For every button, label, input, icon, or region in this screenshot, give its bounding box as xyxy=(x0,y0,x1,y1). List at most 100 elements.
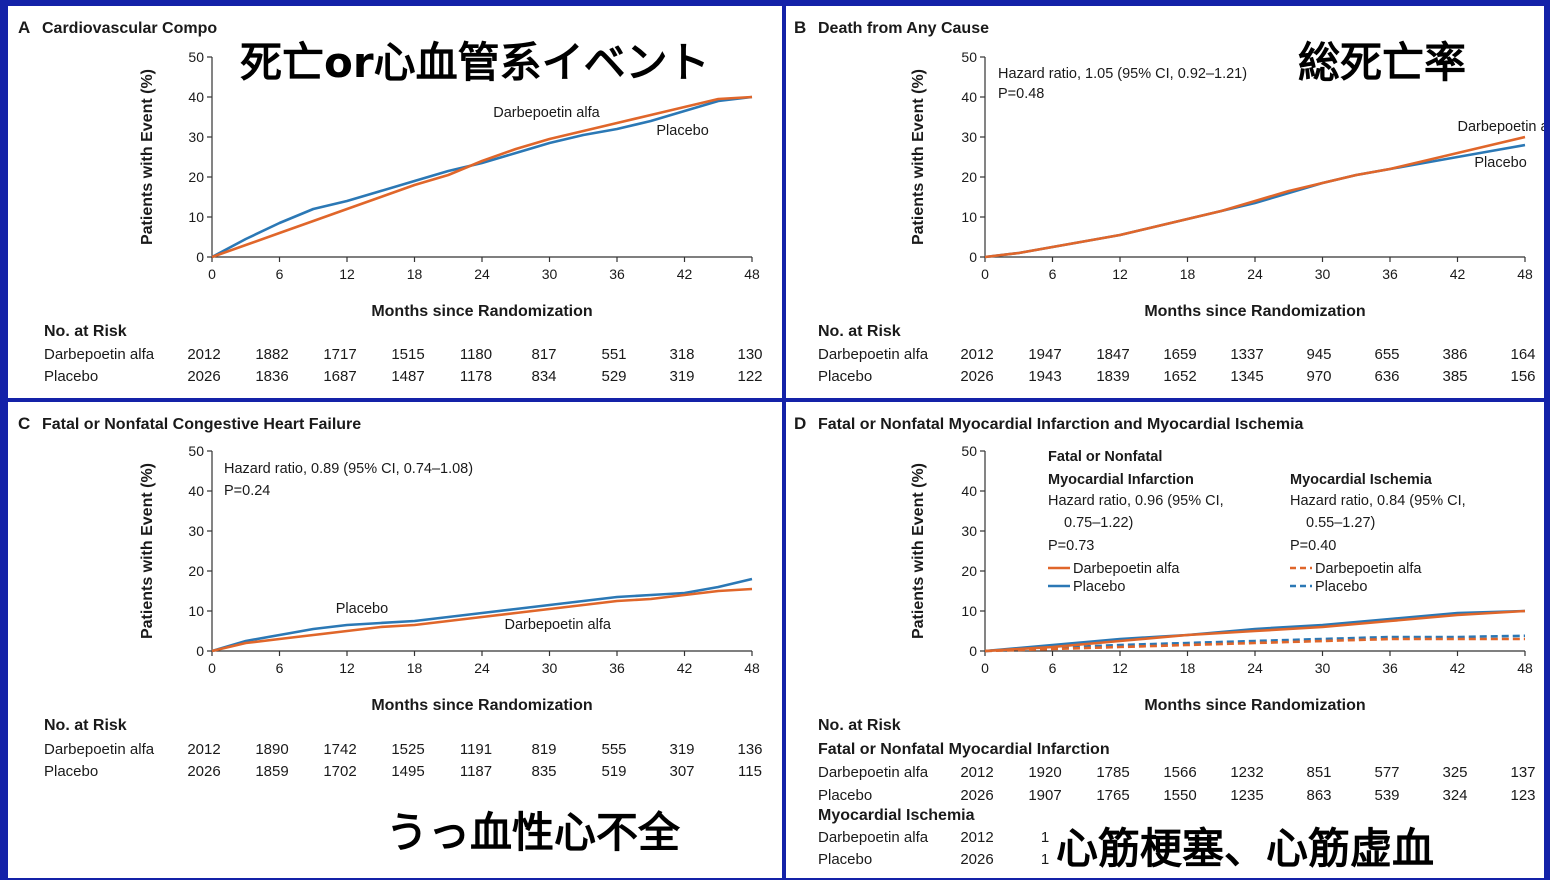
risk-value: 1907 xyxy=(1028,787,1061,804)
risk-value: 1882 xyxy=(255,346,288,363)
y-tick-label: 50 xyxy=(961,49,977,65)
panel-title: Fatal or Nonfatal Congestive Heart Failu… xyxy=(42,416,361,433)
risk-value: 307 xyxy=(669,763,694,780)
y-tick-label: 50 xyxy=(961,443,977,459)
risk-value: 156 xyxy=(1510,368,1535,385)
risk-subheader: Myocardial Ischemia xyxy=(818,807,975,824)
hazard-ratio-text: Hazard ratio, 0.96 (95% CI, xyxy=(1048,493,1224,509)
risk-value: 130 xyxy=(737,346,762,363)
risk-value: 136 xyxy=(737,741,762,758)
y-tick-label: 40 xyxy=(961,483,977,499)
legend-key-label: Darbepoetin alfa xyxy=(1073,561,1180,577)
x-tick-label: 12 xyxy=(1112,266,1128,282)
risk-group-label: Darbepoetin alfa xyxy=(44,741,155,758)
x-tick-label: 24 xyxy=(474,660,490,676)
risk-value: 819 xyxy=(531,741,556,758)
risk-value: 1859 xyxy=(255,763,288,780)
panel-letter: D xyxy=(794,414,806,433)
y-tick-label: 10 xyxy=(188,603,204,619)
y-tick-label: 0 xyxy=(969,643,977,659)
risk-value: 835 xyxy=(531,763,556,780)
risk-value: 655 xyxy=(1374,346,1399,363)
risk-value: 1235 xyxy=(1230,787,1263,804)
risk-value: 529 xyxy=(601,368,626,385)
plot-area: 0 10 20 30 40 50 0 6 12 18 24 30 36 42 48 Months since … xyxy=(139,49,760,320)
risk-value: 2012 xyxy=(960,764,993,781)
y-tick-label: 10 xyxy=(961,603,977,619)
risk-value: 1659 xyxy=(1163,346,1196,363)
panel-c: C Fatal or Nonfatal Congestive Heart Fai… xyxy=(8,402,782,878)
x-tick-label: 0 xyxy=(208,266,216,282)
hazard-ratio-text: Hazard ratio, 0.84 (95% CI, xyxy=(1290,493,1466,509)
x-tick-label: 36 xyxy=(609,660,625,676)
series-line-darbepoetin xyxy=(984,609,1526,653)
risk-value: 325 xyxy=(1442,764,1467,781)
risk-value: 1178 xyxy=(460,368,492,385)
overlay-label: 死亡or心血管系イベント xyxy=(240,38,710,87)
risk-group-label: Darbepoetin alfa xyxy=(818,346,929,363)
risk-value: 1345 xyxy=(1230,368,1263,385)
x-tick-label: 6 xyxy=(276,266,284,282)
risk-value: 970 xyxy=(1306,368,1331,385)
chart-d: D Fatal or Nonfatal Myocardial Infarctio… xyxy=(794,414,1536,868)
risk-value: 1702 xyxy=(323,763,356,780)
risk-group-label: Placebo xyxy=(818,851,872,868)
y-axis-label: Patients with Event (%) xyxy=(139,463,156,639)
series-line-placebo xyxy=(211,95,753,259)
risk-value: 2026 xyxy=(960,368,993,385)
x-tick-label: 30 xyxy=(1315,660,1331,676)
x-tick-label: 0 xyxy=(981,266,989,282)
plot-area: 0 10 20 30 40 50 0 6 12 18 24 30 36 42 48 Months since … xyxy=(910,443,1533,714)
risk-subheader: Fatal or Nonfatal Myocardial Infarction xyxy=(818,741,1110,758)
risk-group-label: Placebo xyxy=(818,368,872,385)
x-tick-label: 48 xyxy=(744,266,760,282)
panel-d: D Fatal or Nonfatal Myocardial Infarctio… xyxy=(786,402,1544,878)
risk-value: 1947 xyxy=(1028,346,1061,363)
hazard-ratio-text: 0.55–1.27) xyxy=(1306,515,1375,531)
overlay-label: 心筋梗塞、心筋虚血 xyxy=(1056,824,1435,873)
risk-group-label: Darbepoetin alfa xyxy=(818,764,929,781)
y-tick-label: 20 xyxy=(188,169,204,185)
risk-value: 1495 xyxy=(391,763,424,780)
p-value-text: P=0.24 xyxy=(224,483,270,499)
risk-value: 519 xyxy=(601,763,626,780)
y-tick-label: 50 xyxy=(188,443,204,459)
x-tick-label: 18 xyxy=(407,266,423,282)
series-line-placebo xyxy=(984,609,1526,653)
risk-value: 1652 xyxy=(1163,368,1196,385)
risk-value: 1847 xyxy=(1096,346,1129,363)
legend-heading: Myocardial Infarction xyxy=(1048,472,1194,488)
risk-value: 1337 xyxy=(1230,346,1263,363)
risk-value: 2012 xyxy=(187,741,220,758)
hazard-ratio-text: 0.75–1.22) xyxy=(1064,515,1133,531)
y-axis-label: Patients with Event (%) xyxy=(910,69,927,245)
risk-value: 137 xyxy=(1510,764,1535,781)
x-axis-label: Months since Randomization xyxy=(1144,303,1365,320)
risk-value: 115 xyxy=(738,763,762,780)
x-tick-label: 30 xyxy=(542,660,558,676)
y-tick-label: 20 xyxy=(961,563,977,579)
risk-value: 834 xyxy=(531,368,556,385)
risk-value: 1836 xyxy=(255,368,288,385)
risk-value: 1515 xyxy=(391,346,424,363)
y-tick-label: 0 xyxy=(969,249,977,265)
risk-value: 1920 xyxy=(1028,764,1061,781)
x-tick-label: 6 xyxy=(1049,266,1057,282)
x-tick-label: 24 xyxy=(1247,660,1263,676)
panel-title: Fatal or Nonfatal Myocardial Infarction … xyxy=(818,416,1304,433)
x-axis-label: Months since Randomization xyxy=(371,697,592,714)
risk-value: 122 xyxy=(737,368,762,385)
series-line-darbepoetin xyxy=(984,135,1526,259)
x-tick-label: 18 xyxy=(1180,660,1196,676)
panel-title: Cardiovascular Compo xyxy=(42,20,217,37)
risk-value: 1785 xyxy=(1096,764,1129,781)
x-axis-label: Months since Randomization xyxy=(1144,697,1365,714)
risk-value: 2026 xyxy=(187,368,220,385)
panel-b: B Death from Any Cause 0 10 20 30 40 50 0 6 12 18… xyxy=(786,6,1544,398)
x-tick-label: 24 xyxy=(1247,266,1263,282)
risk-header: No. at Risk xyxy=(44,717,127,734)
legend-heading: Fatal or Nonfatal xyxy=(1048,449,1162,465)
y-tick-label: 50 xyxy=(188,49,204,65)
series-line-darbepoetin xyxy=(211,587,753,653)
risk-value: 1717 xyxy=(323,346,356,363)
